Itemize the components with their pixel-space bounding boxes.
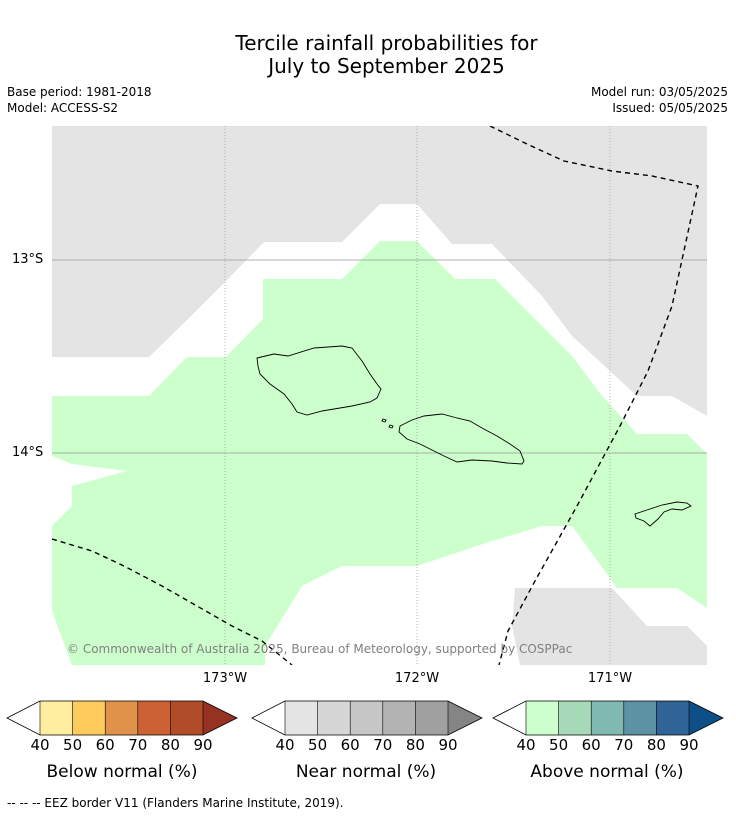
lon-label-173w: 173°W	[202, 671, 248, 686]
colorbar-near-normal-title: Near normal (%)	[295, 762, 437, 782]
colorbar-segment	[382, 701, 416, 735]
colorbar-segment	[72, 701, 106, 735]
tick-50: 50	[63, 736, 83, 754]
tick-70: 70	[373, 736, 393, 754]
tick-70: 70	[614, 736, 634, 754]
near-normal-patch-north	[207, 156, 290, 175]
island-savaii	[256, 345, 382, 416]
island-tutuila	[634, 501, 692, 527]
meta-left: Base period: 1981-2018 Model: ACCESS-S2	[7, 84, 152, 116]
land-outlines	[256, 345, 692, 527]
tick-90: 90	[679, 736, 699, 754]
tick-40: 40	[30, 736, 50, 754]
colorbar-segment	[317, 701, 351, 735]
lat-label-13s: 13°S	[12, 252, 44, 267]
tick-90: 90	[438, 736, 458, 754]
tick-80: 80	[160, 736, 180, 754]
tick-80: 80	[405, 736, 425, 754]
near-normal-regions	[52, 126, 707, 665]
colorbar-segment	[415, 701, 448, 735]
model-run: Model run: 03/05/2025	[590, 85, 728, 99]
map-svg	[52, 126, 707, 665]
tick-40: 40	[516, 736, 536, 754]
colorbar-segment	[105, 701, 138, 735]
colorbar-below-normal-svg	[6, 700, 238, 736]
tick-60: 60	[581, 736, 601, 754]
tick-50: 50	[308, 736, 328, 754]
colorbar-below-normal-title: Below normal (%)	[46, 762, 198, 782]
colorbar-above-normal-title: Above normal (%)	[530, 762, 684, 782]
tick-40: 40	[275, 736, 295, 754]
colorbar-segment	[350, 701, 383, 735]
title-line-1: Tercile rainfall probabilities for	[235, 31, 538, 55]
lon-label-172w: 172°W	[394, 671, 440, 686]
eez-border-northeast	[489, 126, 699, 665]
copyright-notice: © Commonwealth of Australia 2025, Bureau…	[67, 642, 573, 656]
near-normal-north	[52, 126, 707, 416]
tick-50: 50	[549, 736, 569, 754]
lon-label-171w: 171°W	[587, 671, 633, 686]
near-normal-patch-west	[52, 238, 102, 294]
map-title: Tercile rainfall probabilities for July …	[0, 32, 736, 78]
colorbar-low-extend	[493, 701, 526, 735]
tick-80: 80	[646, 736, 666, 754]
eez-border	[52, 126, 699, 665]
issued-date: Issued: 05/05/2025	[612, 101, 728, 115]
colorbar-segment	[558, 701, 592, 735]
colorbar-low-extend	[252, 701, 285, 735]
lat-label-14s: 14°S	[12, 445, 44, 460]
colorbar-segment	[285, 701, 318, 735]
colorbar-segment	[591, 701, 624, 735]
tick-90: 90	[193, 736, 213, 754]
colorbar-segment	[526, 701, 559, 735]
model-name: Model: ACCESS-S2	[7, 101, 119, 115]
tick-70: 70	[128, 736, 148, 754]
colorbar-segment	[40, 701, 73, 735]
tick-60: 60	[340, 736, 360, 754]
colorbar-above-normal-svg	[492, 700, 724, 736]
eez-legend-footer: -- -- -- EEZ border V11 (Flanders Marine…	[7, 796, 344, 810]
island-apolima-manono	[381, 418, 394, 429]
colorbar-segment	[170, 701, 203, 735]
gridlines	[52, 126, 707, 665]
colorbar-segment	[137, 701, 171, 735]
island-upolu	[398, 413, 525, 465]
colorbar-low-extend	[7, 701, 40, 735]
map-area	[52, 126, 707, 665]
colorbar-segment	[623, 701, 657, 735]
tick-60: 60	[95, 736, 115, 754]
near-normal-southeast	[512, 588, 707, 665]
colorbar-high-extend	[689, 701, 723, 735]
colorbar-high-extend	[448, 701, 482, 735]
base-period: Base period: 1981-2018	[7, 85, 152, 99]
colorbar-near-normal-svg	[251, 700, 483, 736]
meta-right: Model run: 03/05/2025 Issued: 05/05/2025	[591, 84, 728, 116]
title-line-2: July to September 2025	[268, 54, 505, 78]
eez-border-southwest	[52, 538, 293, 665]
colorbar-segment	[656, 701, 689, 735]
colorbar-high-extend	[203, 701, 237, 735]
